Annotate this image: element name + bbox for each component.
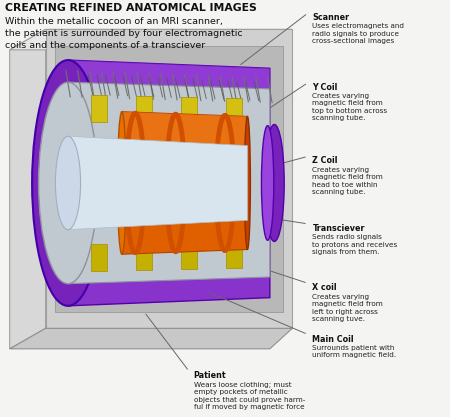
Text: Sends radio signals
to protons and receives
signals from them.: Sends radio signals to protons and recei… [312, 234, 398, 255]
Text: Uses electromagnets and
radio signals to produce
cross-sectional images: Uses electromagnets and radio signals to… [312, 23, 405, 44]
Polygon shape [91, 244, 108, 271]
Polygon shape [68, 82, 270, 284]
Polygon shape [45, 29, 292, 328]
Polygon shape [136, 243, 152, 270]
Polygon shape [91, 95, 108, 122]
Ellipse shape [117, 112, 126, 254]
Text: CREATING REFINED ANATOMICAL IMAGES: CREATING REFINED ANATOMICAL IMAGES [5, 3, 257, 13]
Text: Surrounds patient with
uniform magnetic field.: Surrounds patient with uniform magnetic … [312, 345, 396, 358]
Polygon shape [181, 243, 197, 269]
Text: Patient: Patient [194, 372, 226, 380]
Polygon shape [9, 29, 292, 50]
Ellipse shape [32, 60, 104, 306]
Text: Creates varying
magnetic field from
left to right across
scanning tuve.: Creates varying magnetic field from left… [312, 294, 383, 322]
Ellipse shape [261, 126, 274, 240]
Text: Wears loose clothing; must
empty pockets of metallic
objects that could prove ha: Wears loose clothing; must empty pockets… [194, 382, 305, 410]
Text: Creates varying
magnetic field from
head to toe within
scanning tube.: Creates varying magnetic field from head… [312, 166, 383, 195]
Polygon shape [68, 60, 270, 306]
Polygon shape [68, 60, 270, 183]
Text: Creates varying
magnetic field from
top to bottom across
scanning tube.: Creates varying magnetic field from top … [312, 93, 387, 121]
Polygon shape [122, 112, 248, 254]
Polygon shape [54, 46, 284, 312]
Ellipse shape [244, 116, 250, 249]
Ellipse shape [265, 124, 284, 241]
Text: Main Coil: Main Coil [312, 334, 354, 344]
Polygon shape [9, 29, 45, 349]
Ellipse shape [39, 82, 97, 284]
Polygon shape [181, 97, 197, 123]
Text: X coil: X coil [312, 283, 337, 292]
Text: Y Coil: Y Coil [312, 83, 338, 92]
Text: Transciever: Transciever [312, 224, 365, 233]
Text: Within the metallic cocoon of an MRI scanner,
the patient is surrounded by four : Within the metallic cocoon of an MRI sca… [5, 17, 243, 50]
Polygon shape [226, 98, 242, 124]
Polygon shape [226, 242, 242, 268]
Polygon shape [122, 112, 248, 183]
Ellipse shape [55, 136, 81, 230]
Polygon shape [9, 328, 292, 349]
Polygon shape [136, 96, 152, 123]
Text: Scanner: Scanner [312, 13, 350, 22]
Polygon shape [68, 136, 248, 230]
Text: Z Coil: Z Coil [312, 156, 338, 165]
